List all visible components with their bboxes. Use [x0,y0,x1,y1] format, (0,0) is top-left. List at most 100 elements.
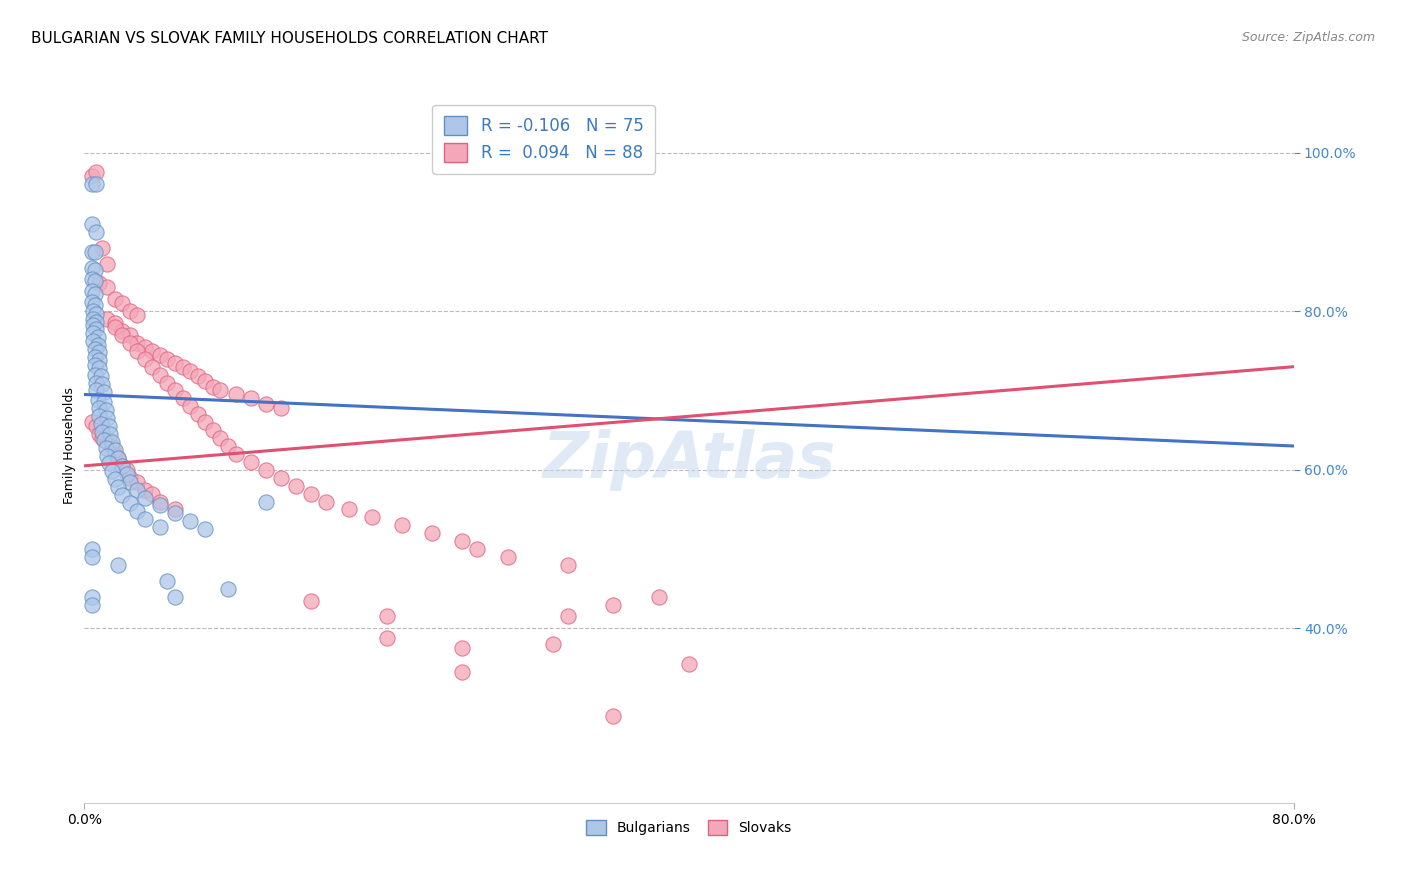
Point [87,329,110,343]
Point [165,356,187,370]
Point [86,376,108,390]
Point [420,526,443,541]
Point [82,318,104,333]
Point [104,472,127,486]
Point [107,558,129,572]
Point [89,361,111,376]
Point [149,368,172,382]
Point [100,439,122,453]
Text: ZipAtlas: ZipAtlas [543,429,835,491]
Point [84,274,107,288]
Point [82,334,104,349]
Point [127,483,149,497]
Point [86,419,108,434]
Point [100,435,122,450]
Point [96,449,118,463]
Point [84,244,107,259]
Point [270,401,292,415]
Point [451,534,474,549]
Point [141,343,163,358]
Point [602,598,624,612]
Point [104,316,127,330]
Point [107,480,129,494]
Point [96,435,118,450]
Point [254,463,277,477]
Text: Source: ZipAtlas.com: Source: ZipAtlas.com [1241,31,1375,45]
Point [149,499,172,513]
Point [118,304,141,318]
Point [91,431,114,445]
Point [86,225,108,239]
Point [84,298,107,312]
Point [97,419,120,434]
Point [209,384,232,398]
Point [451,641,474,656]
Point [80,178,103,192]
Point [391,518,413,533]
Point [80,169,103,184]
Point [141,359,163,374]
Point [225,447,247,461]
Point [89,353,111,368]
Point [80,549,103,564]
Point [239,455,262,469]
Point [86,178,108,192]
Point [270,471,292,485]
Point [80,542,103,557]
Point [337,502,360,516]
Point [557,609,579,624]
Point [115,463,138,477]
Point [91,241,114,255]
Point [84,286,107,301]
Point [156,376,179,390]
Point [209,431,232,445]
Point [451,665,474,679]
Point [149,520,172,534]
Point [93,433,115,447]
Point [89,401,111,415]
Point [89,409,111,423]
Point [648,590,671,604]
Point [96,257,118,271]
Point [84,343,107,357]
Point [179,400,201,414]
Point [84,350,107,364]
Point [172,359,194,374]
Point [678,657,700,671]
Point [104,320,127,334]
Point [360,510,382,524]
Point [111,324,134,338]
Point [100,464,122,478]
Point [86,384,108,398]
Point [165,507,187,521]
Point [111,488,134,502]
Point [127,343,149,358]
Point [96,312,118,326]
Point [172,392,194,406]
Point [91,425,114,439]
Point [111,296,134,310]
Point [165,384,187,398]
Point [93,385,115,400]
Point [84,368,107,382]
Point [118,496,141,510]
Point [80,294,103,309]
Point [89,345,111,359]
Point [107,450,129,465]
Point [84,358,107,372]
Point [134,512,156,526]
Point [87,392,110,407]
Point [299,593,322,607]
Point [602,708,624,723]
Point [496,549,519,564]
Point [285,478,308,492]
Point [541,637,564,651]
Point [93,395,115,409]
Point [315,494,337,508]
Point [375,631,398,645]
Point [141,486,163,500]
Point [87,337,110,351]
Point [149,348,172,362]
Point [194,522,217,536]
Point [80,272,103,286]
